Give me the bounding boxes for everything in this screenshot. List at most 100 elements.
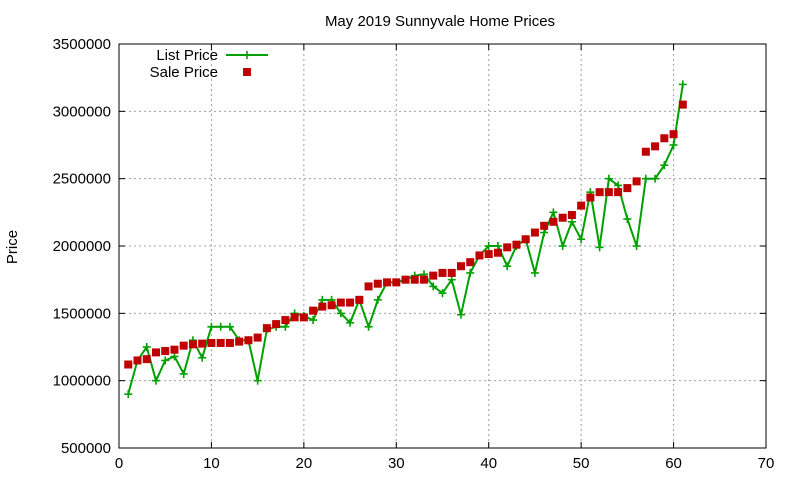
data-point	[207, 338, 216, 347]
data-point	[586, 193, 595, 202]
y-tick-label: 1500000	[53, 305, 111, 322]
x-tick-label: 0	[115, 455, 123, 472]
data-point	[207, 322, 216, 331]
data-point	[355, 295, 364, 304]
data-point	[142, 343, 151, 351]
data-point	[429, 271, 438, 280]
data-point	[133, 356, 142, 365]
data-point	[373, 279, 382, 288]
data-point	[336, 298, 345, 307]
data-point	[262, 324, 271, 333]
data-point	[540, 221, 549, 230]
data-point	[503, 262, 512, 271]
data-point	[225, 322, 234, 331]
data-point	[456, 310, 465, 319]
data-point	[493, 248, 502, 257]
data-point	[346, 298, 355, 307]
data-point	[392, 278, 401, 287]
data-point	[503, 243, 512, 252]
x-tick-label: 50	[573, 455, 590, 472]
data-point	[549, 208, 558, 217]
data-point	[540, 228, 549, 237]
x-tick-label: 20	[296, 455, 313, 472]
y-tick-label: 3000000	[53, 103, 111, 120]
data-point	[281, 316, 290, 325]
data-point	[558, 242, 567, 250]
legend-swatch-marker	[243, 51, 251, 59]
data-point	[225, 338, 234, 347]
y-tick-label: 2500000	[53, 171, 111, 188]
data-point	[577, 235, 586, 244]
data-point	[614, 188, 623, 197]
data-point	[373, 295, 382, 304]
data-point	[179, 341, 188, 350]
data-point	[512, 240, 521, 249]
data-point	[651, 174, 660, 183]
data-point	[161, 347, 170, 356]
data-point	[364, 282, 373, 291]
x-tick-label: 30	[388, 455, 405, 472]
data-point	[447, 268, 456, 277]
data-point	[438, 289, 447, 298]
data-point	[318, 295, 327, 304]
data-point	[216, 322, 225, 331]
data-point	[678, 80, 687, 89]
data-point	[309, 316, 318, 325]
data-point	[604, 188, 613, 197]
data-point	[484, 250, 493, 259]
data-point	[567, 211, 576, 220]
data-point	[142, 355, 151, 364]
data-point	[660, 134, 669, 143]
data-point	[521, 235, 530, 244]
data-point	[151, 376, 160, 385]
data-point	[678, 100, 687, 109]
data-point	[244, 336, 253, 345]
data-point	[466, 268, 475, 277]
data-point	[253, 333, 262, 342]
x-tick-label: 40	[480, 455, 497, 472]
data-point	[216, 338, 225, 347]
data-point	[447, 275, 456, 284]
data-point	[235, 337, 244, 346]
data-point	[641, 147, 650, 156]
data-point	[595, 188, 604, 197]
data-point	[614, 181, 623, 190]
data-point	[253, 376, 262, 385]
data-point	[466, 258, 475, 267]
plot-frame	[118, 43, 767, 449]
data-point	[272, 320, 281, 329]
data-series	[124, 80, 687, 399]
data-point	[383, 278, 392, 287]
data-point	[151, 348, 160, 357]
data-point	[318, 302, 327, 311]
x-tick-label: 70	[758, 455, 775, 472]
data-point	[336, 309, 345, 318]
data-point	[346, 318, 355, 327]
data-point	[170, 345, 179, 354]
data-point	[429, 282, 438, 291]
data-point	[198, 353, 207, 362]
x-tick-label: 10	[203, 455, 220, 472]
data-point	[161, 356, 170, 365]
data-point	[577, 201, 586, 210]
data-point	[641, 174, 650, 183]
data-point	[309, 306, 318, 315]
grid-lines	[119, 44, 766, 448]
y-tick-label: 3500000	[53, 36, 111, 53]
data-point	[170, 352, 179, 361]
legend-swatch-marker	[243, 68, 251, 76]
data-point	[567, 217, 576, 226]
data-point	[364, 322, 373, 331]
data-point	[420, 275, 429, 284]
data-point	[632, 177, 641, 186]
legend-label: List Price	[156, 47, 218, 64]
data-point	[530, 228, 539, 237]
data-point	[660, 161, 669, 170]
y-axis-label: Price	[4, 230, 21, 264]
y-tick-label: 1000000	[53, 373, 111, 390]
data-point	[281, 322, 290, 331]
data-point	[124, 390, 133, 399]
data-point	[484, 242, 493, 250]
